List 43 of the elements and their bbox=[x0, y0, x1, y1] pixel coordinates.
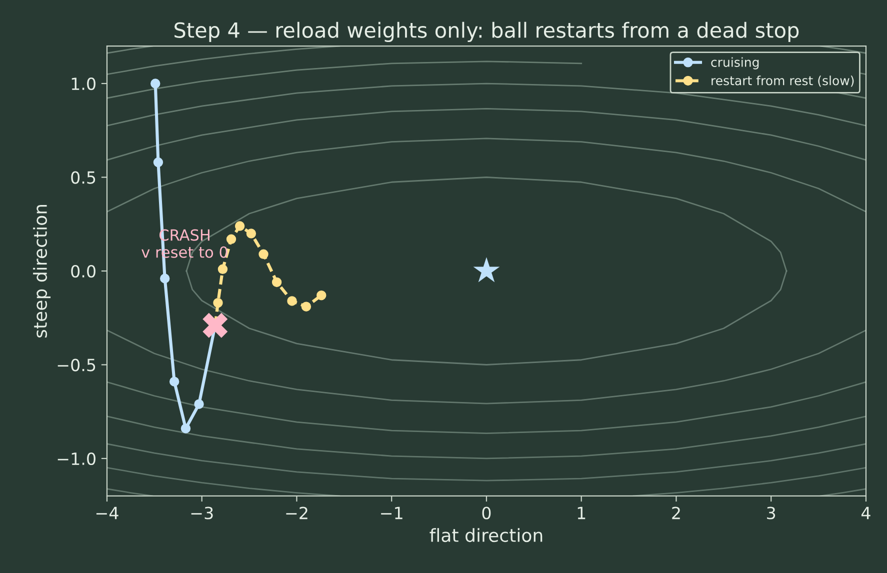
point bbox=[301, 302, 312, 312]
point bbox=[153, 157, 164, 168]
chart-title: Step 4 — reload weights only: ball restarts from a dead stop bbox=[174, 22, 799, 42]
y-tick-label: 0.0 bbox=[71, 264, 96, 278]
point bbox=[218, 264, 228, 274]
y-tick-label: 0.5 bbox=[71, 171, 96, 184]
point bbox=[213, 298, 223, 308]
line-series bbox=[106, 108, 866, 161]
x-tick-label: −2 bbox=[286, 506, 308, 520]
line-series bbox=[106, 416, 866, 460]
line-series bbox=[106, 330, 866, 404]
x-tick-label: 2 bbox=[672, 506, 680, 520]
point bbox=[258, 249, 268, 259]
point bbox=[272, 277, 282, 288]
line-series bbox=[106, 381, 866, 434]
x-tick-label: 4 bbox=[861, 506, 870, 520]
x-tick-label: −4 bbox=[96, 506, 118, 520]
point bbox=[169, 376, 180, 386]
y-tick-label: 1.0 bbox=[72, 77, 96, 90]
point bbox=[246, 228, 256, 238]
line-series bbox=[106, 138, 866, 212]
point bbox=[202, 312, 228, 338]
x-axis-title: flat direction bbox=[430, 528, 542, 542]
line-series bbox=[106, 443, 866, 482]
point bbox=[150, 78, 160, 88]
point bbox=[473, 257, 500, 282]
y-tick-label: −0.5 bbox=[58, 358, 96, 372]
x-tick-label: −3 bbox=[191, 506, 213, 520]
x-tick-label: 3 bbox=[767, 506, 776, 520]
legend-label: cruising bbox=[711, 57, 759, 70]
point bbox=[180, 424, 191, 434]
y-tick-label: −1.0 bbox=[58, 452, 96, 466]
x-tick-label: −1 bbox=[381, 506, 402, 520]
point bbox=[194, 399, 204, 409]
point bbox=[226, 234, 236, 244]
point bbox=[316, 290, 326, 300]
point bbox=[234, 221, 245, 231]
y-axis-title: steep direction bbox=[33, 205, 51, 338]
point bbox=[160, 274, 170, 284]
x-tick-label: 0 bbox=[482, 506, 491, 520]
point bbox=[287, 296, 297, 306]
x-tick-label: 1 bbox=[578, 506, 586, 520]
legend-label: restart from rest (slow) bbox=[712, 76, 854, 87]
